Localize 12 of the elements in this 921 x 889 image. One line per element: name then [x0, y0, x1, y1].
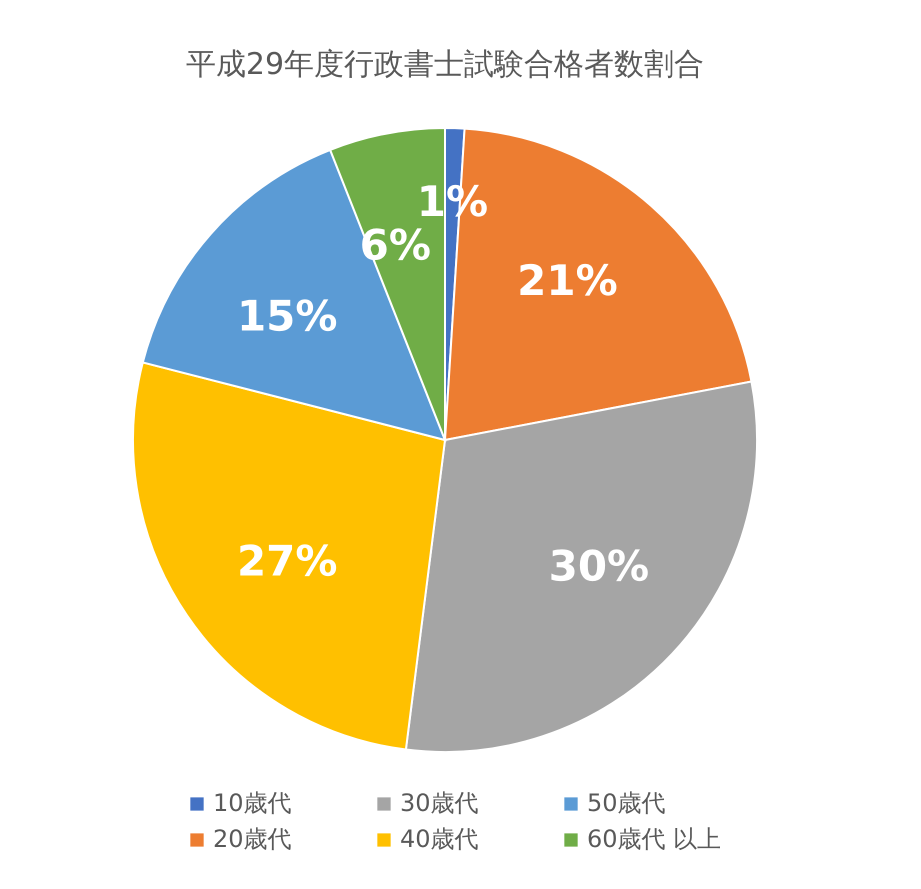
data-label: 1% [416, 176, 488, 226]
legend-label: 50歳代 [587, 789, 666, 817]
data-label: 15% [236, 292, 338, 341]
legend-label: 10歳代 [213, 789, 292, 817]
legend-label: 30歳代 [400, 789, 479, 817]
legend-label: 40歳代 [400, 825, 479, 853]
data-label: 21% [517, 256, 618, 306]
legend-label: 20歳代 [213, 825, 292, 853]
data-label: 30% [548, 541, 650, 590]
legend-label: 60歳代 以上 [587, 825, 722, 853]
data-label: 27% [236, 536, 338, 586]
chart-title: 平成29年度行政書士試験合格者数割合 [186, 47, 704, 82]
